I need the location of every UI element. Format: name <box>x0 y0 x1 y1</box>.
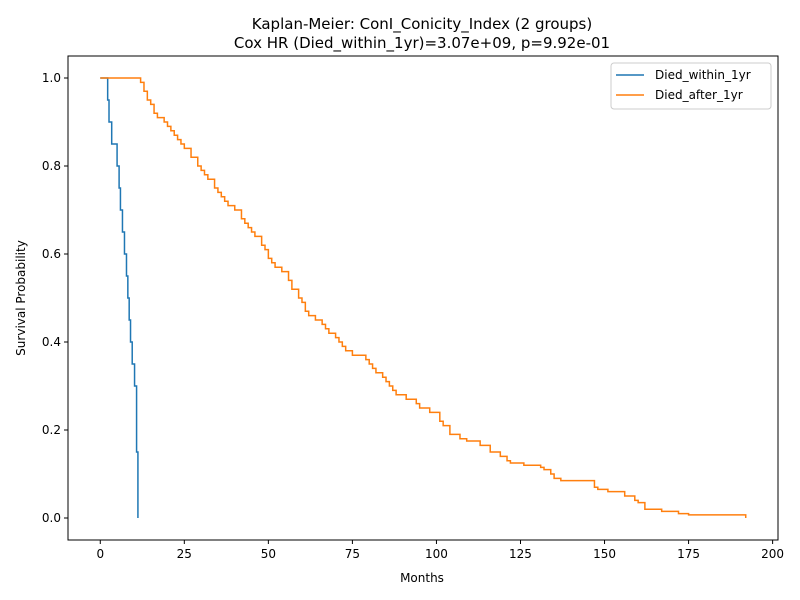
y-axis: 0.0 0.2 0.4 0.6 0.8 1.0 <box>42 71 68 525</box>
legend: Died_within_1yr Died_after_1yr <box>610 62 772 110</box>
y-tick-label: 0.2 <box>42 423 61 437</box>
x-axis: 0 25 50 75 100 125 150 175 200 <box>96 540 784 561</box>
x-tick-label: 0 <box>96 547 104 561</box>
y-tick-label: 0.6 <box>42 247 61 261</box>
y-tick-label: 0.8 <box>42 159 61 173</box>
x-tick-label: 75 <box>345 547 360 561</box>
series-line-died-after-1yr <box>100 77 747 518</box>
chart-title: Kaplan-Meier: ConI_Conicity_Index (2 gro… <box>252 15 592 34</box>
y-axis-label: Survival Probability <box>14 240 28 356</box>
y-tick-label: 1.0 <box>42 71 61 85</box>
x-tick-label: 150 <box>593 547 616 561</box>
legend-box <box>610 62 772 110</box>
y-tick-label: 0.4 <box>42 335 61 349</box>
chart-subtitle: Cox HR (Died_within_1yr)=3.07e+09, p=9.9… <box>234 34 610 53</box>
x-tick-label: 125 <box>509 547 532 561</box>
legend-label-died-after-1yr: Died_after_1yr <box>655 88 743 102</box>
x-tick-label: 100 <box>425 547 448 561</box>
x-tick-label: 200 <box>761 547 784 561</box>
series-layer <box>100 77 747 518</box>
series-line-died-within-1yr <box>100 77 139 518</box>
plot-frame <box>67 55 779 541</box>
x-tick-label: 25 <box>177 547 192 561</box>
legend-label-died-within-1yr: Died_within_1yr <box>655 68 751 82</box>
x-tick-label: 175 <box>677 547 700 561</box>
x-tick-label: 50 <box>261 547 276 561</box>
y-tick-label: 0.0 <box>42 511 61 525</box>
x-axis-label: Months <box>400 571 444 585</box>
